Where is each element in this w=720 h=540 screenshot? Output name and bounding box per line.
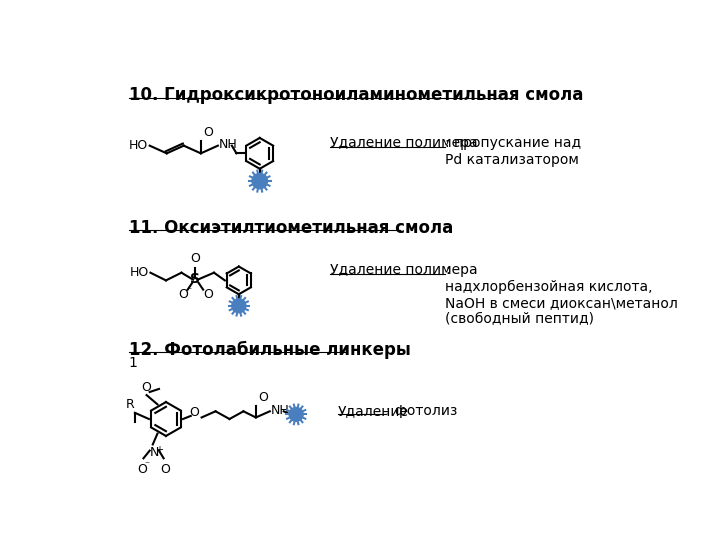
Text: O: O <box>189 406 199 420</box>
Text: Удаление полимера: Удаление полимера <box>330 137 478 151</box>
Text: ⁻: ⁻ <box>186 286 191 296</box>
Text: NH: NH <box>271 404 289 417</box>
Text: O: O <box>161 463 170 476</box>
Text: HO: HO <box>130 266 149 279</box>
Circle shape <box>289 408 303 421</box>
Text: 12. Фотолабильные линкеры: 12. Фотолабильные линкеры <box>129 340 410 359</box>
Text: O: O <box>203 288 212 301</box>
Text: 1: 1 <box>129 356 138 370</box>
Text: Удаление: Удаление <box>338 403 409 417</box>
Text: +: + <box>155 445 163 455</box>
Text: O: O <box>203 126 213 139</box>
Text: O: O <box>137 463 147 476</box>
Circle shape <box>252 173 267 189</box>
Circle shape <box>232 299 246 313</box>
Text: O: O <box>178 288 188 301</box>
Text: O: O <box>191 252 200 265</box>
Text: N: N <box>150 446 159 459</box>
Text: Удаление полимера: Удаление полимера <box>330 264 478 278</box>
Text: O: O <box>141 381 150 394</box>
Text: R: R <box>126 399 135 411</box>
Text: 11. Оксиэтилтиометильная смола: 11. Оксиэтилтиометильная смола <box>129 219 453 237</box>
Text: O: O <box>258 392 268 404</box>
Text: HO: HO <box>129 139 148 152</box>
Text: ⁻: ⁻ <box>144 460 149 470</box>
Text: 10. Гидроксикротоноиламинометильная смола: 10. Гидроксикротоноиламинометильная смол… <box>129 86 583 104</box>
Text: NH: NH <box>219 138 238 151</box>
Text: S: S <box>190 272 200 286</box>
Text: : пропускание над
Pd катализатором: : пропускание над Pd катализатором <box>445 137 581 167</box>
Text: : фотолиз: : фотолиз <box>386 403 457 417</box>
Text: :
надхлорбензойная кислота,
NaOH в смеси диоксан\метанол
(свободный пептид): : надхлорбензойная кислота, NaOH в смеси… <box>445 264 678 326</box>
